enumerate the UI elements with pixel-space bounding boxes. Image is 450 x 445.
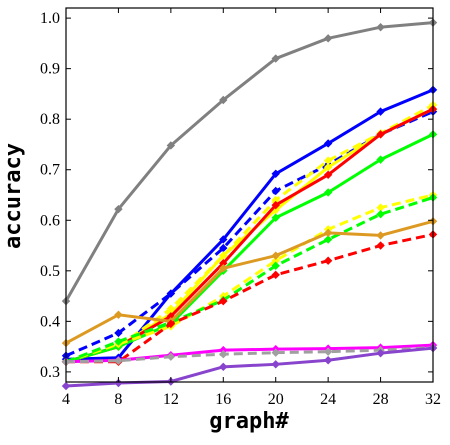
data-point [376,130,385,139]
data-point [219,235,228,244]
y-tick-label: 0.6 [40,212,60,229]
x-tick-label: 20 [268,391,284,408]
x-tick-label: 8 [114,391,122,408]
series-line-3 [65,103,434,364]
data-point [376,241,385,250]
plot-frame [65,7,434,383]
data-point [271,186,280,196]
data-point [323,347,333,356]
series-0 [61,18,438,306]
data-point [376,348,385,358]
data-point [323,170,333,179]
data-point [271,213,280,222]
data-point [114,204,123,214]
data-point [376,22,385,32]
data-point [323,228,333,238]
series-line-0 [64,21,434,302]
data-point [271,261,280,270]
series-line-10 [66,232,434,364]
data-point [271,360,280,369]
data-point [271,169,280,178]
series-1 [61,85,438,364]
data-point [114,337,123,346]
series-13 [61,343,438,391]
data-point [323,188,333,197]
data-point [219,362,228,372]
data-point [271,251,280,260]
y-axis-title: accuracy [1,143,26,249]
series-layer [61,18,438,391]
data-point [166,141,176,150]
data-point [219,264,228,273]
y-tick-label: 0.8 [40,111,60,128]
series-line-6 [65,133,434,364]
y-tick-label: 0.3 [40,364,60,381]
data-point [166,319,176,329]
y-tick-label: 1.0 [40,10,60,27]
series-9 [61,217,438,348]
x-axis-title: graph# [209,409,289,434]
series-line-12 [65,346,434,364]
x-tick-label: 24 [320,391,336,408]
data-point [323,356,333,365]
x-tick-label: 4 [62,391,70,408]
data-point [61,381,71,391]
data-point [323,256,333,265]
data-point [166,289,176,298]
data-point [376,107,385,116]
data-point [376,155,385,164]
x-tick-label: 16 [215,391,231,408]
data-point [219,349,228,359]
data-point [271,348,280,357]
y-tick-label: 0.5 [40,263,60,280]
series-line-9 [65,219,434,345]
data-point [323,139,333,148]
series-line-1 [65,88,434,361]
data-point [323,34,333,43]
data-point [219,296,228,306]
data-point [114,310,123,319]
data-point [271,54,280,63]
series-line-7 [65,193,434,364]
data-point [271,270,280,280]
ticks-layer: 4 8 12 16 20 24 28 32 0.3 0.4 0.5 0.6 0.7 0.8 0.9 1.0 [40,8,441,408]
data-point [166,352,176,361]
data-point [376,209,385,219]
series-line-13 [65,346,434,388]
data-point [376,231,385,240]
x-tick-label: 28 [373,391,389,408]
data-point [114,328,123,338]
y-tick-label: 0.4 [40,313,60,330]
series-line-8 [65,196,434,364]
x-tick-label: 12 [163,391,179,408]
x-tick-label: 32 [425,391,441,408]
data-point [323,235,333,244]
y-tick-label: 0.7 [40,162,60,179]
data-point [219,95,228,105]
data-point [271,200,280,210]
data-point [114,356,123,365]
y-tick-label: 0.9 [40,61,60,78]
